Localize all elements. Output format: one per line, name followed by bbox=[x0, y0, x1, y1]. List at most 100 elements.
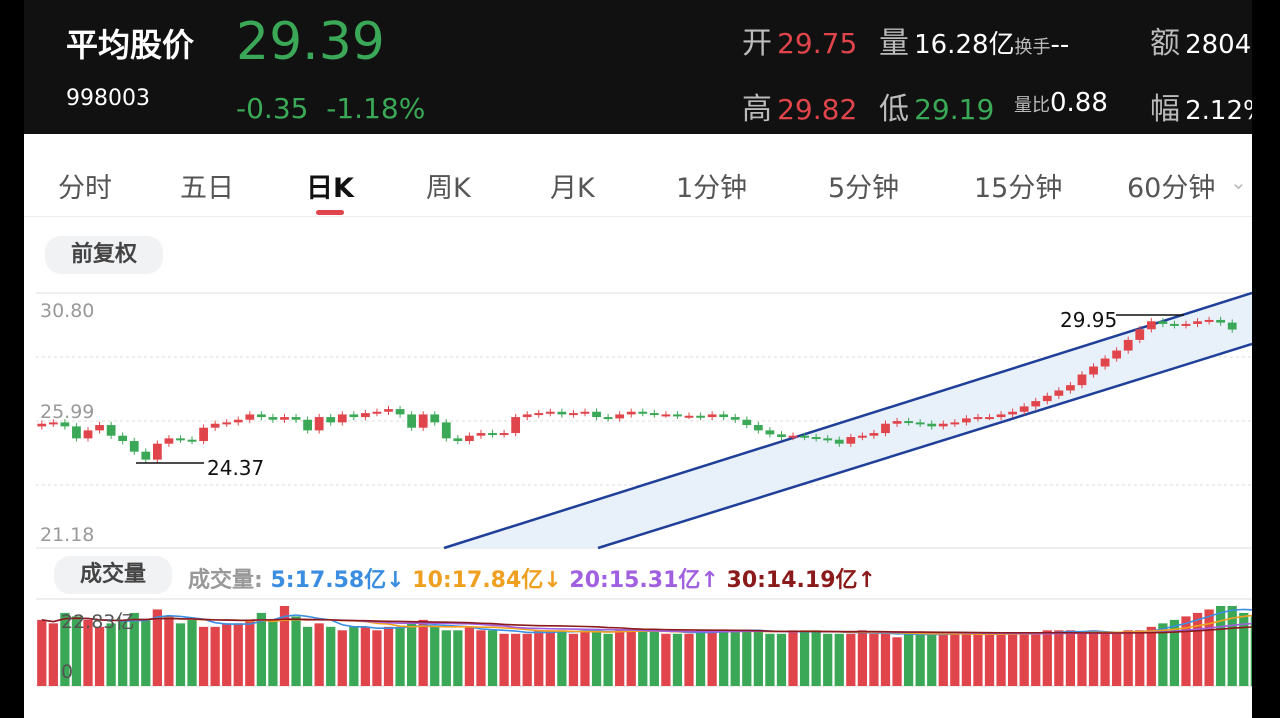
volume-bar bbox=[1088, 630, 1099, 686]
volume-legend: 成交量: 5:17.58亿↓ 10:17.84亿↓ 20:15.31亿↑ 30:… bbox=[188, 562, 876, 594]
open-label: 开 bbox=[742, 26, 772, 61]
volume-bar bbox=[1227, 605, 1237, 686]
candle-body bbox=[106, 425, 116, 436]
candle-body bbox=[846, 437, 856, 444]
tab-five-day[interactable]: 五日 bbox=[180, 173, 234, 204]
candle-body bbox=[985, 417, 994, 420]
volume-bar bbox=[175, 623, 186, 686]
candle-body bbox=[199, 427, 208, 442]
volume-bar bbox=[198, 626, 209, 686]
candle-body bbox=[129, 441, 139, 452]
chevron-down-icon[interactable]: ⌄ bbox=[1230, 170, 1247, 194]
volume-axis-bottom: 0 bbox=[61, 661, 74, 683]
tab-60min[interactable]: 60分钟 bbox=[1127, 173, 1216, 204]
candle-body bbox=[465, 435, 474, 442]
candle-body bbox=[291, 417, 301, 420]
volume-bar bbox=[383, 626, 394, 686]
candle-body bbox=[60, 422, 70, 427]
volume-bar bbox=[834, 633, 844, 686]
volume-bar bbox=[1192, 612, 1203, 686]
active-tab-indicator bbox=[316, 210, 344, 215]
tab-intraday[interactable]: 分时 bbox=[58, 173, 112, 204]
candle-body bbox=[673, 414, 682, 417]
volume-label: 量 bbox=[879, 26, 909, 61]
volume-bar bbox=[268, 619, 278, 686]
candle-body bbox=[1042, 395, 1052, 402]
candle-body bbox=[765, 430, 775, 435]
candle-body bbox=[83, 430, 93, 439]
price-axis-top: 30.80 bbox=[40, 300, 95, 322]
period-tabs: 分时 五日 日K 周K 月K 1分钟 5分钟 15分钟 60分钟 ⌄ bbox=[24, 136, 1252, 217]
candle-body bbox=[580, 411, 590, 414]
tab-15min[interactable]: 15分钟 bbox=[974, 173, 1063, 204]
volume-bar bbox=[1123, 630, 1133, 686]
volume-bar bbox=[291, 616, 301, 686]
candle-body bbox=[1123, 339, 1133, 351]
volume-bar bbox=[684, 633, 694, 686]
candle-body bbox=[742, 419, 752, 426]
volume-bar bbox=[37, 619, 47, 686]
volume-bar bbox=[903, 633, 914, 686]
open-stat: 开 29.75 bbox=[742, 18, 857, 62]
volume-bar bbox=[1112, 633, 1122, 686]
candle-body bbox=[418, 414, 428, 428]
volume-bar bbox=[1077, 633, 1087, 686]
candle-body bbox=[1227, 322, 1237, 330]
candle-body bbox=[892, 421, 902, 424]
tab-daily-k[interactable]: 日K bbox=[306, 173, 354, 204]
volume-indicator-button[interactable]: 成交量 bbox=[54, 556, 172, 594]
high-value: 29.82 bbox=[777, 93, 858, 126]
candle-body bbox=[522, 414, 532, 418]
amplitude-label: 幅 bbox=[1150, 92, 1180, 127]
volume-bar bbox=[753, 630, 763, 686]
candle-body bbox=[95, 425, 104, 431]
candle-body bbox=[222, 422, 232, 425]
price-axis-mid: 25.99 bbox=[40, 401, 95, 423]
turnover-value: -- bbox=[1050, 30, 1070, 60]
volume-bar bbox=[302, 626, 313, 686]
tab-1min[interactable]: 1分钟 bbox=[676, 173, 748, 204]
volume-bar bbox=[187, 619, 197, 686]
candle-body bbox=[511, 417, 521, 434]
candle-body bbox=[1066, 385, 1075, 391]
candle-body bbox=[545, 411, 555, 414]
tab-weekly-k[interactable]: 周K bbox=[426, 173, 471, 204]
volume-bar bbox=[256, 612, 266, 686]
amount-label: 额 bbox=[1150, 26, 1180, 61]
tab-monthly-k[interactable]: 月K bbox=[550, 173, 595, 204]
adjust-mode-button[interactable]: 前复权 bbox=[45, 236, 163, 274]
volume-bar bbox=[591, 630, 602, 686]
amount-value: 28042 bbox=[1185, 30, 1252, 60]
candle-body bbox=[881, 423, 890, 434]
turnover-label: 换手 bbox=[1014, 37, 1051, 58]
volume-bar bbox=[695, 630, 706, 686]
amplitude-value: 2.12% bbox=[1185, 96, 1252, 126]
volume-ma10: 10:17.84亿↓ bbox=[412, 568, 562, 593]
candle-body bbox=[649, 413, 659, 416]
candle-body bbox=[915, 422, 925, 425]
volume-bar bbox=[1019, 633, 1029, 686]
volume-axis-top: 22.83亿 bbox=[61, 611, 135, 633]
candle-body bbox=[407, 414, 417, 428]
volume-bar bbox=[649, 630, 659, 686]
candle-body bbox=[730, 417, 740, 420]
candle-body bbox=[280, 417, 289, 420]
kline-chart bbox=[36, 291, 1252, 687]
candle-body bbox=[361, 413, 370, 418]
volume-bar bbox=[846, 633, 856, 686]
volume-bar bbox=[164, 616, 174, 686]
volume-bar bbox=[626, 630, 636, 686]
candle-body bbox=[1170, 323, 1179, 326]
volume-bar bbox=[430, 626, 440, 686]
candle-body bbox=[453, 438, 463, 442]
volume-bar bbox=[106, 623, 116, 686]
candle-body bbox=[118, 435, 128, 442]
candle-body bbox=[592, 411, 601, 418]
candle-body bbox=[1146, 321, 1156, 330]
quote-header: 平均股价 998003 29.39 -0.35 -1.18% 开 29.75 量… bbox=[24, 0, 1252, 134]
volume-bar bbox=[811, 630, 821, 686]
tab-5min[interactable]: 5分钟 bbox=[828, 173, 900, 204]
candle-body bbox=[626, 411, 636, 415]
candle-body bbox=[187, 439, 197, 442]
candle-body bbox=[1031, 401, 1041, 407]
